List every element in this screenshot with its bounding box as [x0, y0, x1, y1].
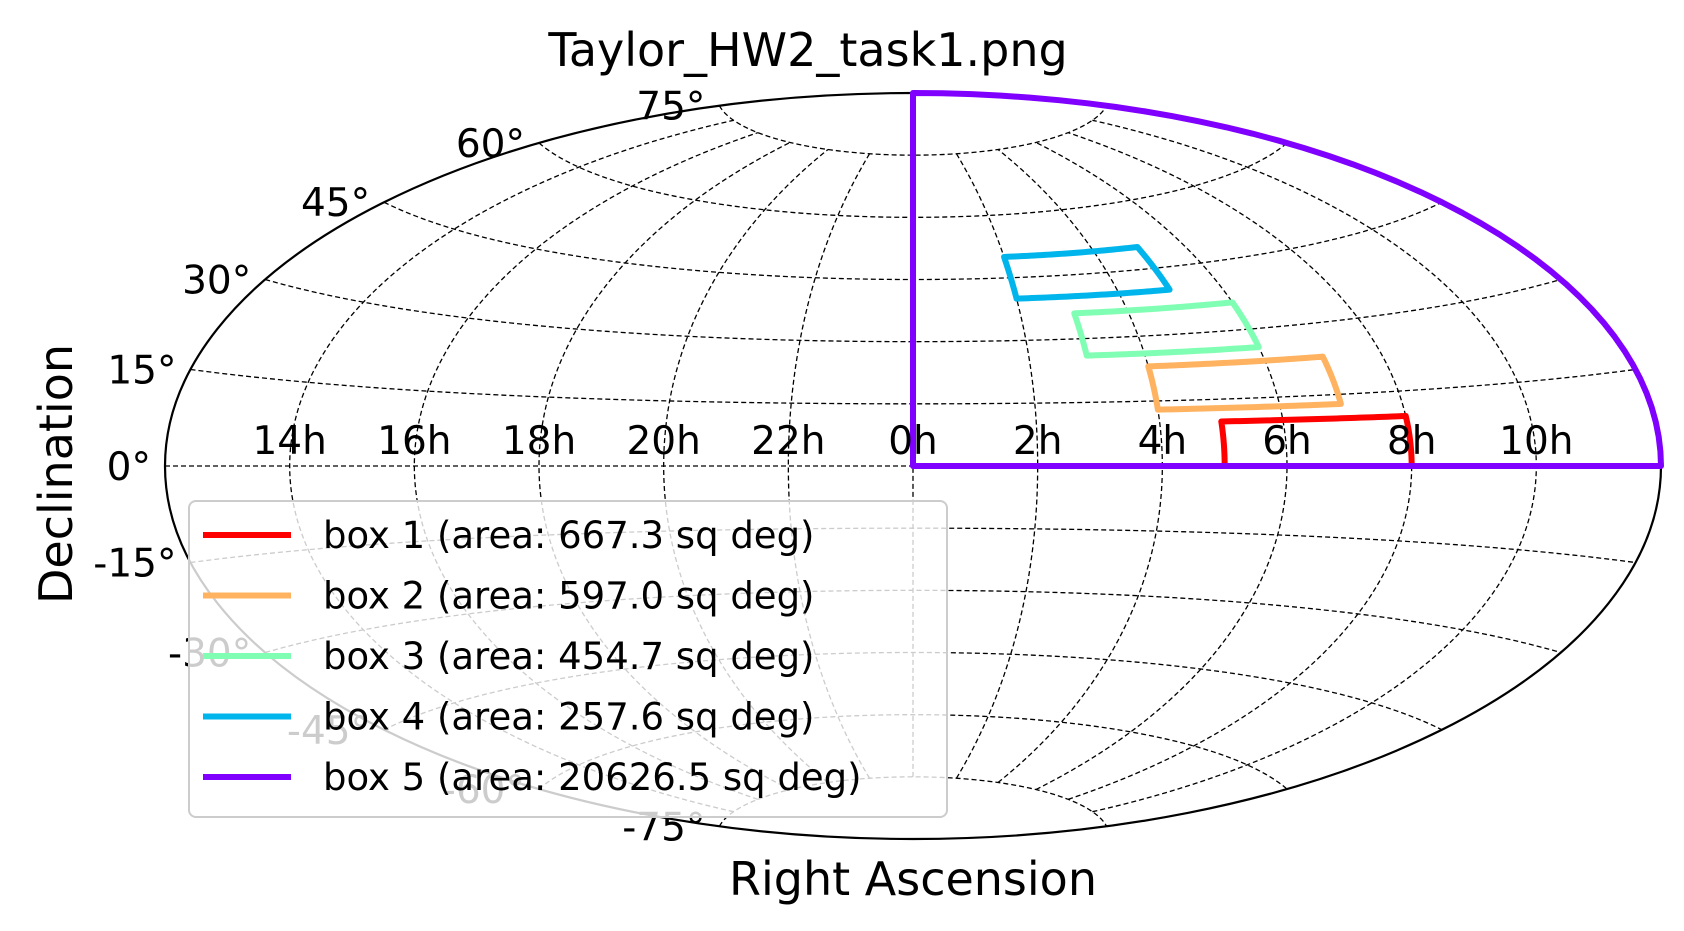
- legend-entry-label: box 3 (area: 454.7 sq deg): [323, 635, 815, 678]
- xtick-label: 4h: [1138, 419, 1188, 464]
- xtick-label: 20h: [626, 419, 700, 464]
- meridian-line: [1067, 132, 1413, 800]
- ytick-label: 75°: [636, 85, 705, 130]
- xtick-label: 14h: [252, 419, 326, 464]
- series-line-box-1: [1218, 412, 1415, 469]
- y-axis-label: Declination: [29, 344, 83, 604]
- series-line-box-4: [1001, 243, 1173, 302]
- legend-entry-label: box 4 (area: 257.6 sq deg): [323, 696, 815, 739]
- xtick-label: 10h: [1499, 419, 1573, 464]
- xtick-labels: 14h 16h 18h 20h 22h 0h 2h 4h 6h 8h 10h: [252, 419, 1573, 464]
- series-line-box-3: [1071, 299, 1262, 359]
- xtick-label: 22h: [751, 419, 825, 464]
- ytick-label: 0°: [107, 445, 151, 490]
- ytick-label: -15°: [93, 542, 176, 587]
- ytick-label: 45°: [301, 181, 370, 226]
- xtick-label: 0h: [888, 419, 938, 464]
- ytick-label: 15°: [107, 348, 176, 393]
- chart-title: Taylor_HW2_task1.png: [547, 23, 1067, 77]
- legend-entry-label: box 1 (area: 667.3 sq deg): [323, 514, 815, 557]
- legend: box 1 (area: 667.3 sq deg) box 2 (area: 5…: [188, 500, 948, 818]
- x-axis-label: Right Ascension: [729, 852, 1097, 906]
- legend-box: [188, 500, 948, 818]
- series-line-box-2: [1145, 353, 1344, 413]
- ytick-label: 30°: [182, 259, 251, 304]
- xtick-label: 16h: [377, 419, 451, 464]
- series-layer: [910, 90, 1664, 469]
- series-line-box-5: [910, 90, 1664, 469]
- xtick-label: 2h: [1013, 419, 1063, 464]
- xtick-label: 6h: [1262, 419, 1312, 464]
- meridian-line: [413, 132, 759, 800]
- xtick-label: 18h: [502, 419, 576, 464]
- legend-entry-label: box 5 (area: 20626.5 sq deg): [323, 756, 862, 799]
- ytick-label: 60°: [456, 122, 525, 167]
- xtick-label: 8h: [1387, 419, 1437, 464]
- legend-entry-label: box 2 (area: 597.0 sq deg): [323, 575, 815, 618]
